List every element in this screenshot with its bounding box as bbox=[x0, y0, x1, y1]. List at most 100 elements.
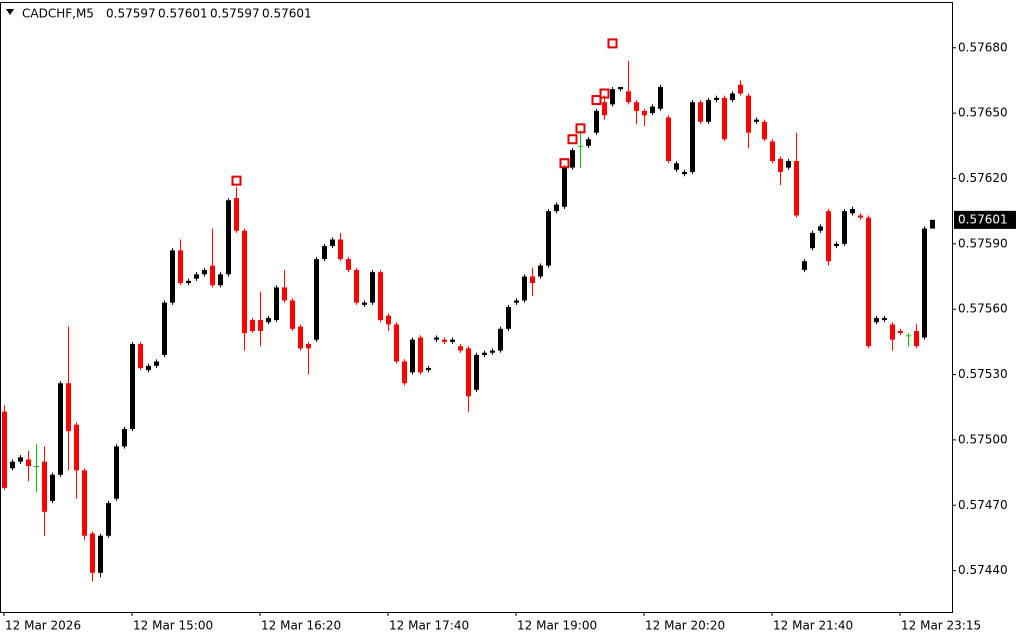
candle-body bbox=[130, 344, 135, 429]
x-tick-label: 12 Mar 17:40 bbox=[389, 619, 469, 633]
candle-body bbox=[786, 161, 791, 168]
candle-body bbox=[506, 307, 511, 329]
candle-body bbox=[530, 276, 535, 284]
candle-body bbox=[394, 324, 399, 362]
candle-body bbox=[906, 335, 911, 337]
candle-body bbox=[290, 300, 295, 329]
candle-body bbox=[514, 300, 519, 303]
header-open: 0.57597 bbox=[106, 7, 156, 21]
candle-body bbox=[98, 535, 103, 573]
candle-body bbox=[546, 211, 551, 266]
candle-body bbox=[210, 265, 215, 286]
candle-body bbox=[34, 466, 39, 468]
candle-body bbox=[890, 324, 895, 340]
candle-body bbox=[666, 117, 671, 162]
candle-body bbox=[570, 150, 575, 168]
candle-body bbox=[698, 102, 703, 122]
x-tick-label: 12 Mar 23:15 bbox=[901, 619, 981, 633]
candle-body bbox=[818, 226, 823, 231]
candle-body bbox=[610, 89, 615, 105]
candle-body bbox=[346, 259, 351, 270]
candle-body bbox=[810, 232, 815, 249]
y-tick-label: 0.57680 bbox=[958, 40, 1008, 54]
candle-body bbox=[426, 368, 431, 371]
x-tick-label: 12 Mar 15:00 bbox=[133, 619, 213, 633]
candle-body bbox=[490, 350, 495, 353]
candle-body bbox=[458, 346, 463, 351]
candle-body bbox=[626, 91, 631, 103]
candle-body bbox=[410, 339, 415, 373]
candle-body bbox=[578, 145, 583, 147]
candle-body bbox=[730, 93, 735, 101]
candle-body bbox=[794, 161, 799, 216]
candle-body bbox=[754, 119, 759, 122]
candle-body bbox=[322, 246, 327, 260]
y-tick-label: 0.57560 bbox=[958, 302, 1008, 316]
y-tick-label: 0.57530 bbox=[958, 367, 1008, 381]
candle-body bbox=[826, 211, 831, 262]
candle-body bbox=[498, 328, 503, 351]
candle-body bbox=[594, 110, 599, 133]
signal-marker bbox=[559, 158, 570, 169]
candle-body bbox=[466, 348, 471, 397]
candle-body bbox=[250, 320, 255, 331]
x-tick-label: 12 Mar 2026 bbox=[5, 619, 81, 633]
candle-body bbox=[202, 269, 207, 275]
candle-body bbox=[282, 287, 287, 301]
candle-body bbox=[762, 121, 767, 140]
candle-body bbox=[186, 280, 191, 284]
candle-body bbox=[522, 276, 527, 301]
candle-body bbox=[354, 269, 359, 303]
last-price-label: 0.57601 bbox=[958, 212, 1008, 226]
candle-body bbox=[562, 167, 567, 207]
candle-body bbox=[370, 272, 375, 303]
dropdown-arrow[interactable] bbox=[6, 9, 14, 15]
candle-body bbox=[218, 274, 223, 286]
candle-body bbox=[714, 97, 719, 101]
candle-body bbox=[746, 95, 751, 133]
candle-body bbox=[274, 287, 279, 321]
y-tick-label: 0.57440 bbox=[958, 563, 1008, 577]
candle-body bbox=[874, 317, 879, 323]
candle-body bbox=[10, 461, 15, 469]
last-price-box bbox=[954, 210, 1016, 229]
candle-body bbox=[226, 200, 231, 275]
candle-body bbox=[58, 383, 63, 475]
candle-body bbox=[266, 317, 271, 323]
candle-body bbox=[898, 330, 903, 334]
candle-body bbox=[234, 198, 239, 231]
signal-marker bbox=[567, 134, 578, 145]
candle-body bbox=[658, 86, 663, 109]
candle-body bbox=[314, 259, 319, 340]
candle-body bbox=[258, 320, 263, 331]
candle-body bbox=[178, 250, 183, 284]
candle-body bbox=[42, 461, 47, 512]
candle-body bbox=[682, 171, 687, 175]
candle-body bbox=[914, 330, 919, 347]
candle-body bbox=[434, 337, 439, 340]
candle-body bbox=[850, 208, 855, 214]
candle-body bbox=[74, 424, 79, 471]
candle-body bbox=[2, 411, 7, 488]
candle-body bbox=[386, 315, 391, 325]
candle-body bbox=[882, 317, 887, 321]
candle-body bbox=[618, 86, 623, 90]
x-tick-label: 12 Mar 16:20 bbox=[261, 619, 341, 633]
candle-body bbox=[338, 239, 343, 260]
candle-body bbox=[674, 163, 679, 170]
candle-body bbox=[690, 102, 695, 172]
candle-body bbox=[106, 503, 111, 536]
y-tick-label: 0.57650 bbox=[958, 106, 1008, 120]
signal-marker bbox=[607, 38, 618, 49]
candle-body bbox=[330, 239, 335, 246]
candle-body bbox=[418, 337, 423, 373]
candle-body bbox=[162, 302, 167, 355]
candle-body bbox=[402, 361, 407, 384]
x-tick-label: 12 Mar 21:40 bbox=[773, 619, 853, 633]
signal-marker bbox=[591, 95, 602, 106]
plot-frame bbox=[0, 2, 953, 613]
candle-body bbox=[66, 383, 71, 432]
candle-body bbox=[242, 230, 247, 334]
candle-body bbox=[146, 365, 151, 371]
